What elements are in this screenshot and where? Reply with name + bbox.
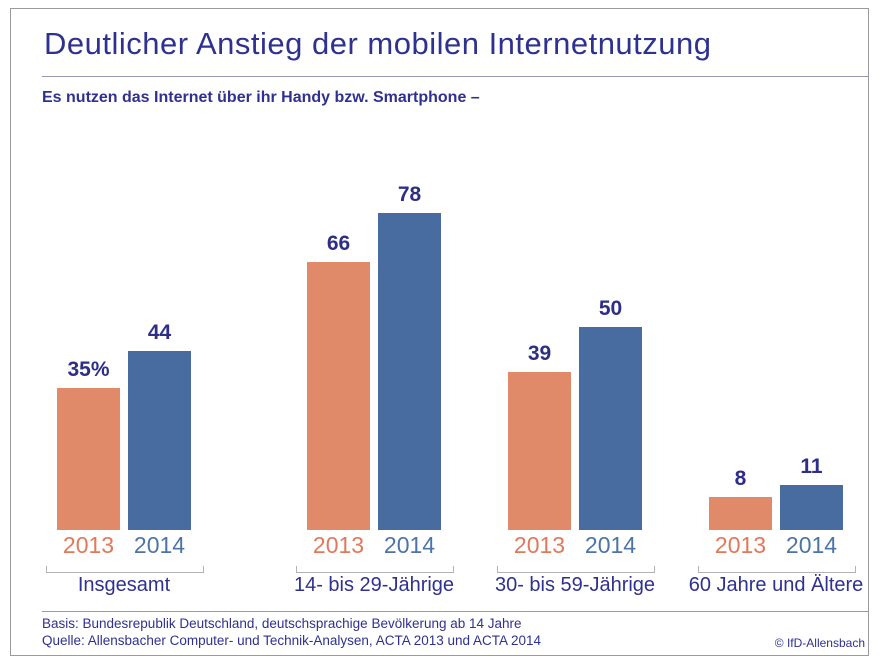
bar-2013: 39 xyxy=(508,342,571,530)
bar-pair: 8 11 xyxy=(709,180,843,530)
copyright-note: © IfD-Allensbach xyxy=(774,636,865,650)
group-label: 30- bis 59-Jährige xyxy=(494,574,656,596)
title-divider xyxy=(42,76,868,77)
bar-group-insgesamt: 35% 44 2013 2014 Insgesamt xyxy=(46,180,204,596)
footer-quelle: Quelle: Allensbacher Computer- und Techn… xyxy=(42,633,542,648)
group-bracket xyxy=(296,566,454,573)
bar-value-label: 8 xyxy=(734,467,747,490)
group-bracket xyxy=(698,566,856,573)
bar-pair: 35% 44 xyxy=(57,180,191,530)
page-title: Deutlicher Anstieg der mobilen Internetn… xyxy=(44,26,712,61)
chart-subtitle: Es nutzen das Internet über ihr Handy bz… xyxy=(42,89,480,106)
group-label: Insgesamt xyxy=(77,574,171,596)
year-label-2013: 2013 xyxy=(62,532,115,558)
bar-2014: 78 xyxy=(378,183,441,530)
year-labels: 2013 2014 xyxy=(307,532,441,559)
bar-group-30-59: 39 50 2013 2014 30- bis 59-Jährige xyxy=(495,180,655,596)
footer-basis: Basis: Bundesrepublik Deutschland, deuts… xyxy=(42,616,522,631)
group-label: 60 Jahre und Ältere xyxy=(688,574,864,596)
year-label-2014: 2014 xyxy=(133,532,186,558)
year-label-2013: 2013 xyxy=(312,532,365,558)
group-bracket xyxy=(497,566,655,573)
year-label-2014: 2014 xyxy=(785,532,838,558)
bar-2013: 8 xyxy=(709,467,772,530)
bar-value-label: 78 xyxy=(397,183,422,206)
group-label: 14- bis 29-Jährige xyxy=(293,574,455,596)
year-labels: 2013 2014 xyxy=(57,532,191,559)
bar-value-label: 11 xyxy=(800,455,823,478)
bar-group-60-plus: 8 11 2013 2014 60 Jahre und Ältere xyxy=(689,180,864,596)
year-label-2014: 2014 xyxy=(383,532,436,558)
bar-value-label: 50 xyxy=(598,297,623,320)
bar-2014: 11 xyxy=(780,455,843,530)
group-bracket xyxy=(46,566,204,573)
year-label-2013: 2013 xyxy=(714,532,767,558)
bar-2013: 66 xyxy=(307,232,370,530)
bar-group-14-29: 66 78 2013 2014 14- bis 29-Jährige xyxy=(294,180,454,596)
year-labels: 2013 2014 xyxy=(709,532,843,559)
bar-2014: 50 xyxy=(579,297,642,530)
bar-2013: 35% xyxy=(57,358,120,530)
bar-value-label: 66 xyxy=(326,232,351,255)
bar-value-label: 44 xyxy=(147,321,172,344)
bar-value-label: 39 xyxy=(527,342,552,365)
bar-pair: 66 78 xyxy=(307,180,441,530)
bar-value-label: 35% xyxy=(67,358,110,381)
bar-pair: 39 50 xyxy=(508,180,642,530)
footer-divider xyxy=(42,611,868,612)
year-label-2013: 2013 xyxy=(513,532,566,558)
year-label-2014: 2014 xyxy=(584,532,637,558)
year-labels: 2013 2014 xyxy=(508,532,642,559)
bar-2014: 44 xyxy=(128,321,191,530)
